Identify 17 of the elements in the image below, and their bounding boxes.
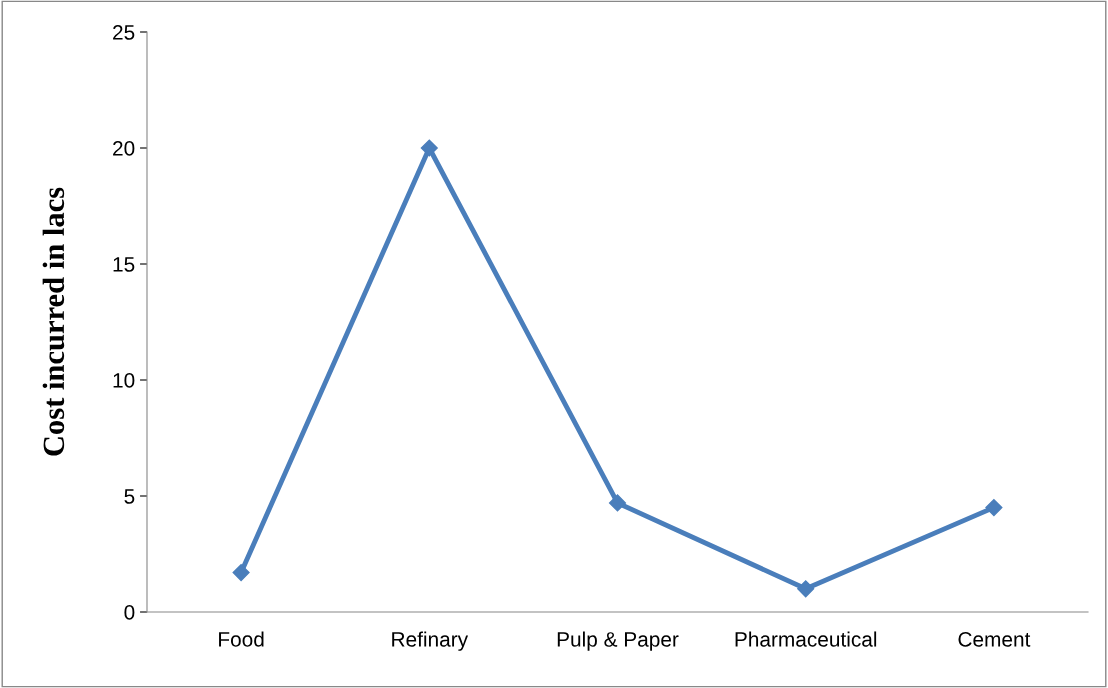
point [985, 499, 1003, 517]
y-tick-label: 10 [113, 373, 135, 388]
x-tick-label: Refinary [392, 631, 469, 651]
y-tick-label: 25 [113, 25, 135, 40]
y-tick-label: 15 [113, 257, 135, 272]
y-axis-title: Cost incurred in lacs [42, 187, 65, 456]
x-tick-label: Pharmaceutical [735, 631, 877, 647]
point [608, 494, 627, 512]
x-tick-label: Food [219, 631, 264, 647]
y-tick-label: 5 [124, 489, 135, 504]
y-tick-label: 0 [124, 605, 135, 620]
point [232, 564, 250, 582]
point [797, 580, 815, 598]
point [420, 139, 438, 157]
x-tick-label: Pulp & Paper [557, 631, 679, 651]
x-tick-label: Cement [958, 631, 1031, 647]
y-tick-label: 20 [113, 141, 135, 156]
